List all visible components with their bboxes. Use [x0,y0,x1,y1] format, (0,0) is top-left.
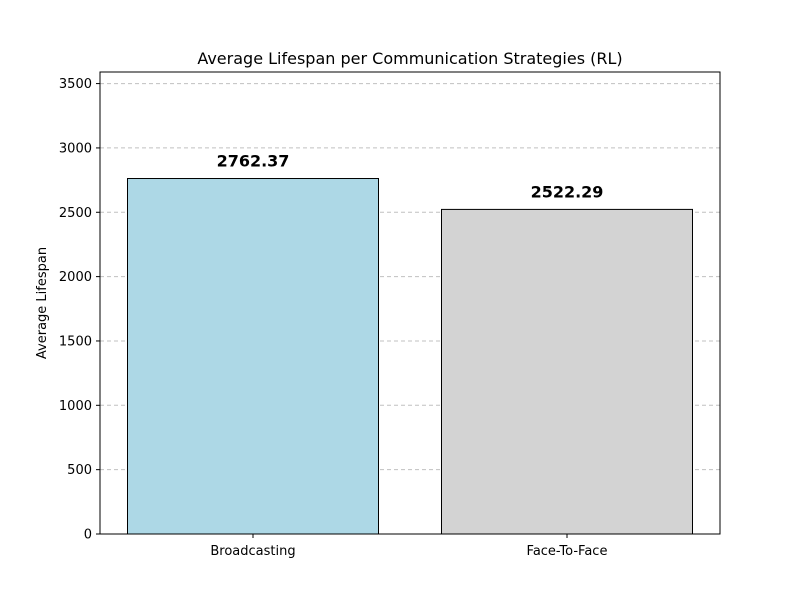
y-tick-label: 2500 [59,206,92,221]
y-axis-ticks: 0 500 1000 1500 2000 2500 3000 3500 [59,77,100,543]
y-tick-label: 500 [67,463,92,478]
y-axis-label: Average Lifespan [35,247,50,359]
bar-broadcasting [127,178,379,535]
plot-frame [99,71,721,535]
x-tick-label: Face-To-Face [527,544,608,559]
y-tick-label: 0 [84,528,92,543]
y-tick-label: 1500 [59,334,92,349]
y-tick-label: 2000 [59,270,92,285]
y-tick-label: 3500 [59,77,92,92]
x-axis-ticks: Broadcasting Face-To-Face [210,534,607,559]
bar-value-label: 2522.29 [531,182,604,201]
bars [127,178,693,535]
bar-face-to-face [441,208,693,535]
bar-value-labels: 2762.37 2522.29 [217,152,604,202]
gridlines [100,83,720,471]
y-tick-label: 3000 [59,141,92,156]
y-tick-label: 1000 [59,399,92,414]
bar-value-label: 2762.37 [217,152,290,171]
chart-title: Average Lifespan per Communication Strat… [197,49,622,68]
x-tick-label: Broadcasting [210,544,295,559]
